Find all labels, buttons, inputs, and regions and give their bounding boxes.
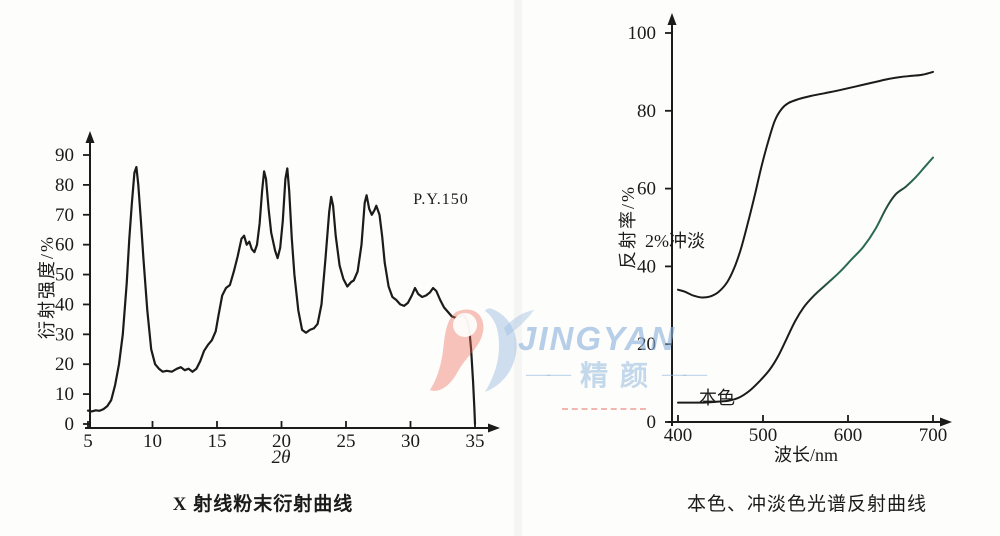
curve-label-2pct-tint: 2%冲淡 xyxy=(645,231,705,251)
refl-x-tick-label-600: 600 xyxy=(834,425,863,446)
refl-y-tick-label-80: 80 xyxy=(637,101,656,122)
reflectance-caption: 本色、冲淡色光谱反射曲线 xyxy=(686,494,927,515)
xrd-y-axis-label: 衍射强度/% xyxy=(37,235,57,339)
refl-y-tick-label-60: 60 xyxy=(637,179,656,200)
xrd-y-tick-label-0: 0 xyxy=(65,414,75,435)
xrd-y-tick-label-30: 30 xyxy=(55,324,74,345)
refl-series-1-curve xyxy=(677,156,934,404)
refl-y-axis-arrow xyxy=(667,13,677,25)
refl-y-tick-label-20: 20 xyxy=(637,334,656,355)
refl-y-tick-label-40: 40 xyxy=(637,256,656,277)
xrd-y-tick-label-80: 80 xyxy=(55,175,74,196)
refl-x-tick-label-500: 500 xyxy=(749,425,778,446)
refl-series-0-curve xyxy=(677,70,934,299)
xrd-y-tick-label-90: 90 xyxy=(55,145,74,166)
xrd-y-axis-arrow xyxy=(85,131,95,143)
xrd-y-tick-label-50: 50 xyxy=(55,265,74,286)
xrd-x-axis-label: 2θ xyxy=(271,447,291,468)
refl-x-axis-arrow xyxy=(940,417,952,427)
xrd-x-tick-label-15: 15 xyxy=(208,431,227,452)
xrd-caption: X 射线粉末衍射曲线 xyxy=(172,494,354,515)
reflectance-x-axis-label: 波长/nm xyxy=(773,445,838,465)
xrd-y-tick-label-40: 40 xyxy=(55,294,74,315)
xrd-y-tick-label-70: 70 xyxy=(55,205,74,226)
xrd-y-tick-label-20: 20 xyxy=(55,354,74,375)
xrd-series-0-curve xyxy=(86,165,477,426)
page-gutter-shadow xyxy=(514,0,522,536)
refl-y-tick-label-100: 100 xyxy=(628,23,657,44)
xrd-x-axis-arrow xyxy=(488,423,500,433)
refl-y-tick-label-0: 0 xyxy=(647,412,657,433)
xrd-x-tick-label-5: 5 xyxy=(83,431,93,452)
pigment-index-annotation: P.Y.150 xyxy=(413,191,469,208)
reflectance-y-axis-label: 反射率/% xyxy=(618,185,638,269)
xrd-y-tick-label-60: 60 xyxy=(55,235,74,256)
xrd-x-tick-label-35: 35 xyxy=(466,431,485,452)
reflectance-plot: 0 20 40 60 80 100 400 500 600 700 xyxy=(628,13,952,446)
refl-x-tick-label-400: 400 xyxy=(664,425,693,446)
xrd-x-tick-label-10: 10 xyxy=(143,431,162,452)
xrd-plot: 0 10 20 30 40 50 60 70 80 90 5 10 15 20 25 30 35 xyxy=(55,131,500,452)
xrd-x-tick-label-20: 20 xyxy=(272,431,291,452)
curve-label-masstone: 本色 xyxy=(699,388,735,408)
xrd-x-tick-label-30: 30 xyxy=(401,431,420,452)
refl-x-tick-label-700: 700 xyxy=(919,425,948,446)
xrd-y-tick-label-10: 10 xyxy=(55,384,74,405)
xrd-x-tick-label-25: 25 xyxy=(337,431,356,452)
